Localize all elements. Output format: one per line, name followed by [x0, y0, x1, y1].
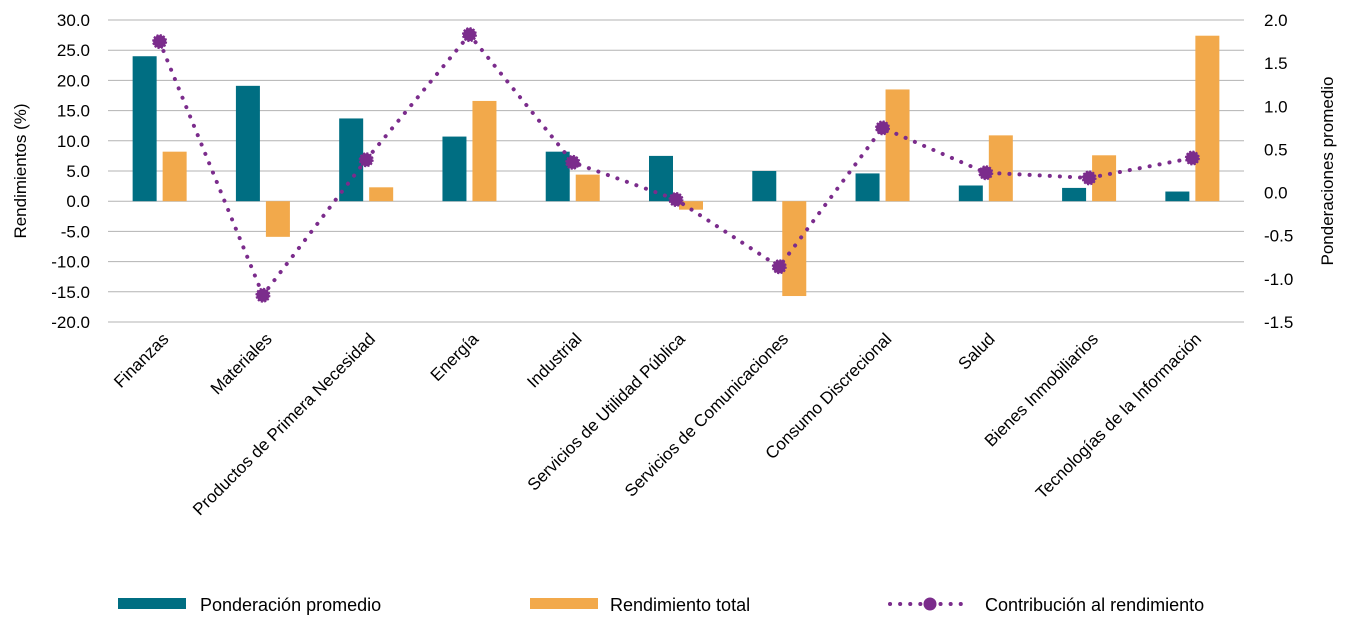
- contribution-marker: [152, 34, 168, 50]
- bar: [1062, 187, 1087, 202]
- contribution-marker: [1184, 150, 1200, 166]
- bar: [162, 151, 187, 202]
- right-tick-label: 0.5: [1264, 140, 1288, 159]
- right-tick-label: -1.5: [1264, 313, 1293, 332]
- category-label: Energía: [427, 329, 483, 385]
- left-tick-label: -20.0: [51, 313, 90, 332]
- left-tick-label: 0.0: [66, 192, 90, 211]
- left-axis-ticks: -20.0 -15.0 -10.0 -5.0 0.0 5.0 10.0 15.0 20.0 25.…: [51, 11, 90, 332]
- bar: [649, 155, 673, 202]
- right-tick-label: 1.0: [1264, 97, 1288, 116]
- left-tick-label: -15.0: [51, 283, 90, 302]
- bar: [132, 56, 157, 202]
- bar: [442, 136, 467, 202]
- left-tick-label: 20.0: [57, 71, 90, 90]
- y-axis-left-title: Rendimientos (%): [11, 103, 30, 238]
- bar: [1165, 191, 1190, 202]
- category-label: Salud: [954, 329, 998, 373]
- category-label: Bienes Inmobiliarios: [981, 329, 1102, 450]
- right-tick-label: 2.0: [1264, 11, 1288, 30]
- right-tick-label: 0.0: [1264, 184, 1288, 203]
- bar: [855, 173, 880, 202]
- legend-label: Ponderación promedio: [200, 595, 381, 615]
- bar: [1195, 35, 1220, 202]
- contribution-line: [152, 27, 1200, 303]
- contribution-marker: [565, 154, 581, 170]
- contribution-line-path: [157, 31, 1195, 300]
- category-label: Materiales: [207, 329, 276, 398]
- left-tick-label: 10.0: [57, 132, 90, 151]
- contribution-marker: [255, 287, 271, 303]
- bar: [575, 174, 600, 202]
- contribution-marker: [1081, 170, 1097, 186]
- bar: [679, 201, 703, 210]
- bar: [472, 100, 497, 202]
- bar: [339, 118, 364, 202]
- legend-swatch: [118, 598, 186, 609]
- category-label: Tecnologías de la Información: [1032, 329, 1205, 502]
- right-tick-label: -1.0: [1264, 270, 1293, 289]
- contribution-marker: [875, 120, 891, 136]
- contribution-marker: [771, 259, 787, 275]
- left-tick-label: 15.0: [57, 102, 90, 121]
- contribution-marker: [668, 191, 684, 207]
- contribution-marker: [461, 27, 477, 43]
- right-axis-ticks: -1.5 -1.0 -0.5 0.0 0.5 1.0 1.5 2.0: [1264, 11, 1293, 332]
- category-label: Industrial: [523, 329, 585, 391]
- category-label: Servicios de Comunicaciones: [621, 329, 792, 500]
- bar: [369, 187, 394, 202]
- legend-label: Contribución al rendimiento: [985, 595, 1204, 615]
- bar: [782, 201, 807, 297]
- legend-marker: [923, 597, 937, 611]
- bar: [265, 201, 290, 237]
- left-tick-label: 5.0: [66, 162, 90, 181]
- left-tick-label: 30.0: [57, 11, 90, 30]
- category-label: Finanzas: [110, 329, 172, 391]
- bar: [545, 151, 570, 202]
- contribution-marker: [978, 165, 994, 181]
- bar: [885, 89, 910, 202]
- category-label: Productos de Primera Necesidad: [189, 329, 379, 519]
- right-tick-label: -0.5: [1264, 227, 1293, 246]
- bar: [958, 185, 983, 202]
- contribution-marker: [358, 152, 374, 168]
- left-tick-label: 25.0: [57, 41, 90, 60]
- legend-swatch: [530, 598, 598, 609]
- bar: [235, 85, 260, 202]
- bar: [988, 135, 1013, 202]
- left-tick-label: -5.0: [61, 222, 90, 241]
- bars: [132, 35, 1220, 297]
- right-tick-label: 1.5: [1264, 54, 1288, 73]
- left-tick-label: -10.0: [51, 253, 90, 272]
- gridlines: [108, 19, 1244, 323]
- legend-label: Rendimiento total: [610, 595, 750, 615]
- bar: [752, 171, 777, 202]
- legend: Ponderación promedio Rendimiento total Con…: [118, 595, 1204, 615]
- y-axis-right-title: Ponderaciones promedio: [1318, 76, 1337, 265]
